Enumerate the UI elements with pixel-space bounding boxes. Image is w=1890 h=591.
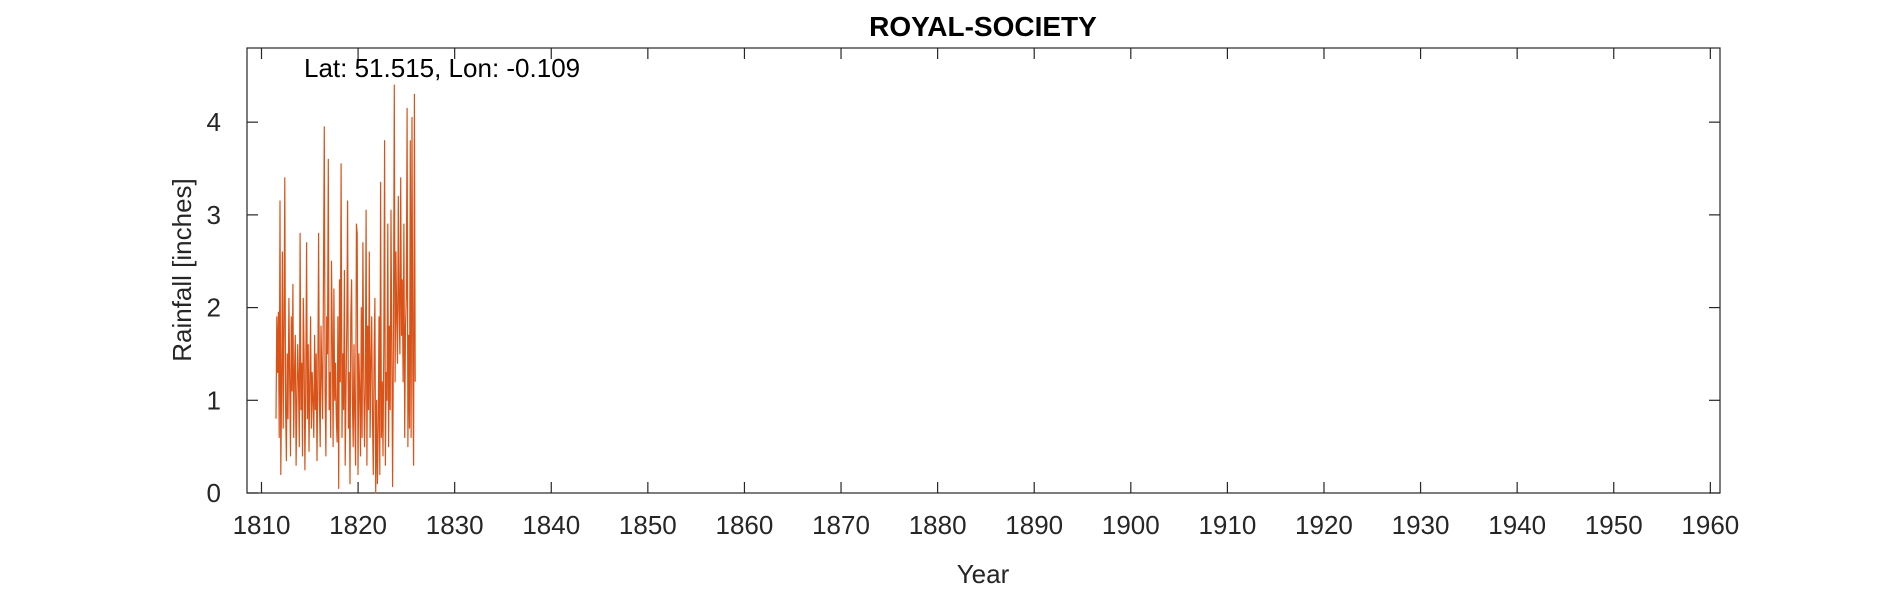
x-tick-label: 1960 [1681, 510, 1739, 540]
x-tick-label: 1840 [522, 510, 580, 540]
y-axis: 0 1 2 3 4 [207, 107, 1720, 508]
x-tick-label: 1870 [812, 510, 870, 540]
x-tick-label: 1900 [1102, 510, 1160, 540]
y-tick-label: 2 [207, 293, 221, 323]
y-tick-label: 3 [207, 200, 221, 230]
x-axis-title: Year [957, 559, 1010, 589]
x-tick-label: 1930 [1392, 510, 1450, 540]
plot-area [246, 47, 1721, 494]
x-tick-label: 1880 [909, 510, 967, 540]
x-tick-label: 1820 [329, 510, 387, 540]
y-axis-title: Rainfall [inches] [167, 178, 197, 362]
rainfall-line [275, 84, 416, 494]
y-tick-label: 4 [207, 107, 221, 137]
x-tick-label: 1910 [1198, 510, 1256, 540]
x-tick-label: 1940 [1488, 510, 1546, 540]
y-tick-label: 1 [207, 385, 221, 415]
x-tick-label: 1860 [716, 510, 774, 540]
x-tick-label: 1920 [1295, 510, 1353, 540]
x-tick-label: 1950 [1585, 510, 1643, 540]
y-tick-label: 0 [207, 478, 221, 508]
x-tick-label: 1830 [426, 510, 484, 540]
location-annotation: Lat: 51.515, Lon: -0.109 [304, 53, 580, 83]
x-axis: 1810 1820 1830 1840 1850 1860 1870 1880 1890 1900… [233, 48, 1739, 540]
chart-title: ROYAL-SOCIETY [869, 11, 1097, 42]
x-tick-label: 1810 [233, 510, 291, 540]
x-tick-label: 1890 [1005, 510, 1063, 540]
x-tick-label: 1850 [619, 510, 677, 540]
